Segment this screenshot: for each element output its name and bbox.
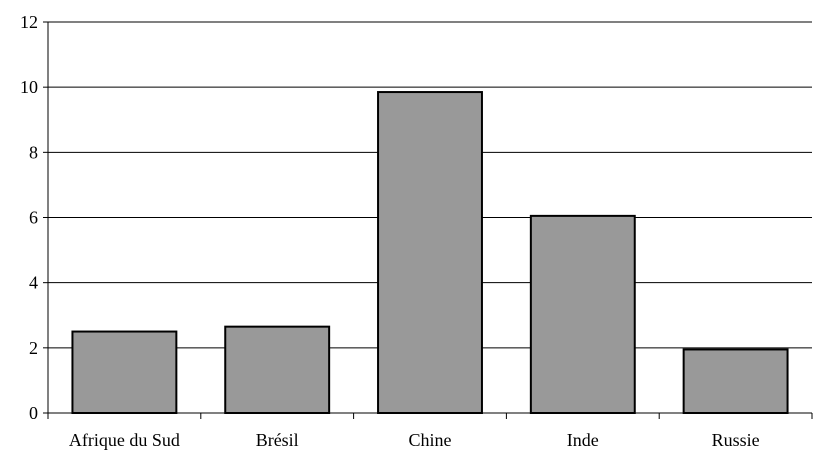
bar <box>682 348 789 414</box>
x-tick-label: Russie <box>712 430 760 450</box>
x-tick-label: Afrique du Sud <box>69 430 180 450</box>
tick-labels: 0 2 4 6 8 10 12 Afrique du Sud Brésil Chine Inde Ru… <box>20 12 760 450</box>
x-tick-label: Brésil <box>256 430 299 450</box>
y-tick-label: 8 <box>29 142 38 162</box>
bar <box>377 91 483 414</box>
x-tick-label: Chine <box>409 430 452 450</box>
bars <box>71 91 789 415</box>
y-tick-label: 0 <box>29 403 38 423</box>
bar <box>529 214 636 414</box>
axes <box>43 21 813 419</box>
y-tick-label: 10 <box>20 77 38 97</box>
bar <box>224 325 331 415</box>
y-tick-label: 2 <box>29 338 38 358</box>
bar <box>71 330 178 414</box>
y-tick-label: 12 <box>20 12 38 32</box>
y-tick-label: 4 <box>29 273 38 293</box>
x-tick-label: Inde <box>567 430 599 450</box>
y-tick-label: 6 <box>29 208 38 228</box>
